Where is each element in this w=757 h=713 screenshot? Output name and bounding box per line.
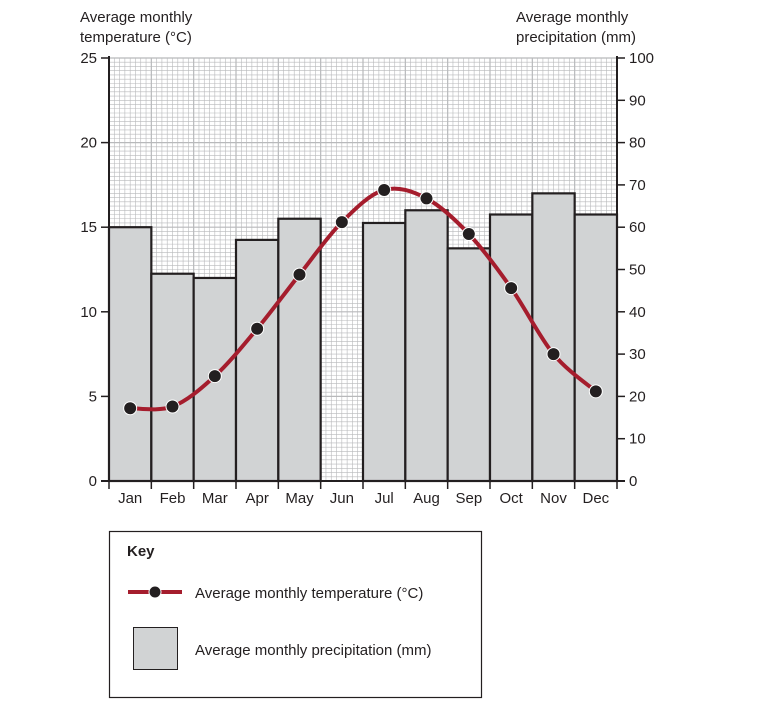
right-tick-label: 30 (629, 346, 646, 363)
x-tick-label-feb: Feb (160, 490, 186, 507)
precipitation-bar-nov (531, 192, 576, 483)
left-tick-label: 25 (80, 50, 97, 67)
temperature-point-apr (250, 321, 265, 336)
key-title: Key (127, 543, 155, 560)
precipitation-bar-apr (234, 238, 280, 483)
precipitation-bar-may (277, 217, 322, 483)
key-bar-swatch (133, 627, 178, 670)
left-axis-label-line1: Average monthly (80, 9, 193, 26)
temperature-line (123, 182, 603, 416)
x-tick-label-apr: Apr (245, 490, 268, 507)
x-tick-label-dec: Dec (582, 490, 609, 507)
temperature-point-aug (419, 191, 434, 206)
precipitation-bar-sep (446, 247, 492, 483)
x-tick-label-mar: Mar (202, 490, 228, 507)
temperature-point-sep (461, 226, 476, 241)
precipitation-bar-oct (488, 213, 534, 483)
temperature-point-jan (123, 401, 138, 416)
right-tick-label: 20 (629, 388, 646, 405)
left-tick-label: 15 (80, 219, 97, 236)
left-axis-label-line2: temperature (°C) (80, 29, 192, 46)
temperature-point-feb (165, 399, 180, 414)
x-tick-label-nov: Nov (540, 490, 567, 507)
temperature-point-jul (377, 182, 392, 197)
right-axis-label-line2: precipitation (mm) (516, 29, 636, 46)
temperature-point-mar (207, 369, 222, 384)
key-line-label: Average monthly temperature (°C) (195, 585, 423, 602)
axes: 0 5 10 15 20 25 0 10 20 30 40 50 60 70 80 90 100 Jan Feb Ma… (80, 50, 654, 507)
right-tick-label: 90 (629, 92, 646, 109)
x-tick-label-oct: Oct (499, 490, 523, 507)
temperature-point-jun (334, 215, 349, 230)
x-tick-label-jan: Jan (118, 490, 142, 507)
right-tick-label: 60 (629, 219, 646, 236)
temperature-point-dec (588, 384, 603, 399)
precipitation-bar-feb (150, 272, 195, 483)
precipitation-bar-jul (361, 221, 407, 483)
left-tick-label: 0 (89, 473, 97, 490)
right-tick-label: 50 (629, 262, 646, 279)
right-tick-label: 10 (629, 431, 646, 448)
precipitation-bar-aug (404, 209, 449, 483)
right-tick-label: 40 (629, 304, 646, 321)
left-tick-label: 20 (80, 135, 97, 152)
left-tick-label: 10 (80, 304, 97, 321)
precipitation-bar-dec (573, 213, 619, 483)
temperature-point-oct (504, 281, 519, 296)
right-tick-label: 0 (629, 473, 637, 490)
key: Key Average monthly temperature (°C) Ave… (108, 530, 483, 699)
x-tick-label-jun: Jun (330, 490, 354, 507)
x-tick-label-may: May (285, 490, 314, 507)
left-tick-label: 5 (89, 388, 97, 405)
x-tick-label-sep: Sep (455, 490, 482, 507)
x-tick-label-jul: Jul (375, 490, 394, 507)
x-tick-label-aug: Aug (413, 490, 440, 507)
right-axis-label-line1: Average monthly (516, 9, 629, 26)
temperature-point-may (292, 267, 307, 282)
right-tick-label: 80 (629, 135, 646, 152)
right-tick-label: 100 (629, 50, 654, 67)
key-marker-swatch (148, 585, 162, 599)
precipitation-bar-jan (107, 226, 153, 483)
temperature-point-nov (546, 347, 561, 362)
precipitation-bars (107, 192, 619, 483)
right-tick-label: 70 (629, 177, 646, 194)
key-box (108, 530, 483, 699)
key-bar-label: Average monthly precipitation (mm) (195, 642, 431, 659)
